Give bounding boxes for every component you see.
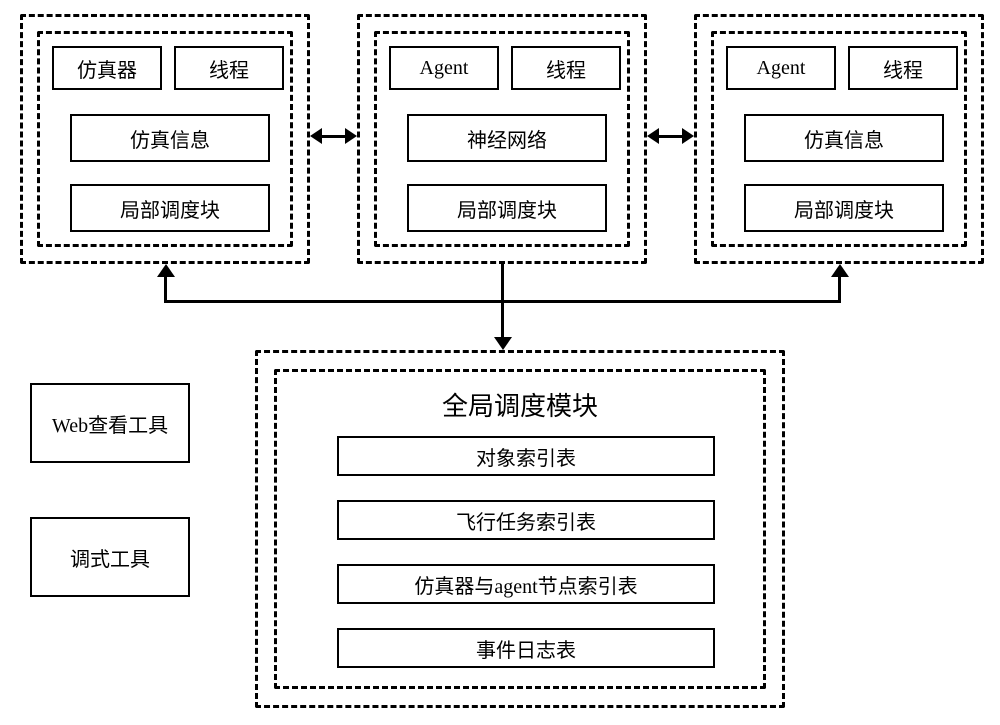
agent-cell: Agent	[389, 46, 499, 90]
arrowhead-up-icon	[831, 264, 849, 277]
arrowhead-up-icon	[157, 264, 175, 277]
arrowhead-left-icon	[310, 128, 322, 144]
debug-tool: 调式工具	[30, 517, 190, 597]
arrowhead-left-icon	[647, 128, 659, 144]
thread-cell: 线程	[174, 46, 284, 90]
sim-info-cell: 仿真信息	[70, 114, 270, 162]
agent-sim-block-outer: Agent 线程 仿真信息 局部调度块	[694, 14, 984, 264]
simulator-cell: 仿真器	[52, 46, 162, 90]
nn-cell: 神经网络	[407, 114, 607, 162]
global-module-title: 全局调度模块	[277, 386, 763, 423]
event-log-table: 事件日志表	[337, 628, 715, 668]
simulator-block-inner: 仿真器 线程 仿真信息 局部调度块	[37, 31, 293, 247]
thread-cell: 线程	[511, 46, 621, 90]
thread-cell: 线程	[848, 46, 958, 90]
agent-nn-block-outer: Agent 线程 神经网络 局部调度块	[357, 14, 647, 264]
local-sched-cell: 局部调度块	[70, 184, 270, 232]
flight-task-index-table: 飞行任务索引表	[337, 500, 715, 540]
arrowhead-right-icon	[682, 128, 694, 144]
sim-agent-node-index-table: 仿真器与agent节点索引表	[337, 564, 715, 604]
bus-right-vertical	[838, 276, 841, 302]
local-sched-cell: 局部调度块	[744, 184, 944, 232]
arrowhead-down-icon	[494, 337, 512, 350]
arrowhead-right-icon	[345, 128, 357, 144]
agent-nn-block-inner: Agent 线程 神经网络 局部调度块	[374, 31, 630, 247]
local-sched-cell: 局部调度块	[407, 184, 607, 232]
object-index-table: 对象索引表	[337, 436, 715, 476]
simulator-block-outer: 仿真器 线程 仿真信息 局部调度块	[20, 14, 310, 264]
global-module-inner: 全局调度模块 对象索引表 飞行任务索引表 仿真器与agent节点索引表 事件日志…	[274, 369, 766, 689]
web-viewer-tool: Web查看工具	[30, 383, 190, 463]
bus-left-vertical	[164, 276, 167, 302]
agent-cell: Agent	[726, 46, 836, 90]
sim-info-cell: 仿真信息	[744, 114, 944, 162]
agent-sim-block-inner: Agent 线程 仿真信息 局部调度块	[711, 31, 967, 247]
global-module-outer: 全局调度模块 对象索引表 飞行任务索引表 仿真器与agent节点索引表 事件日志…	[255, 350, 785, 708]
bus-center-vertical	[501, 264, 504, 338]
